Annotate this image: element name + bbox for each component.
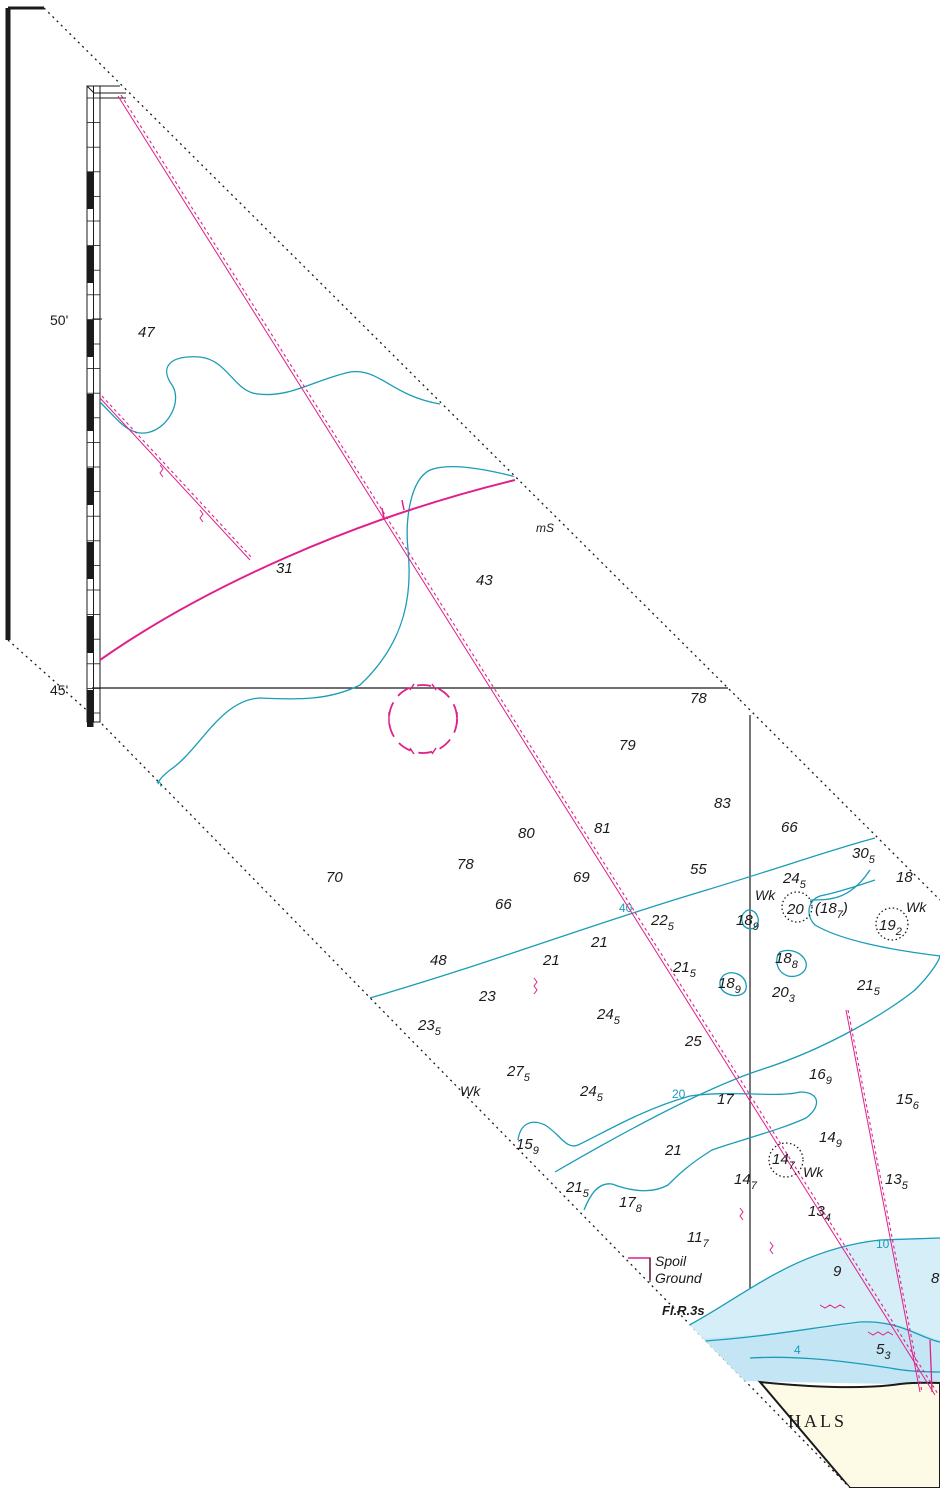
sounding-s8: 8	[931, 1270, 940, 1287]
land-area	[757, 1380, 940, 1488]
sounding-s21a: 21	[590, 934, 608, 951]
seabed-nature-label: mS	[536, 521, 554, 535]
latitude-label-45: 45'	[50, 682, 68, 698]
sounding-s24c: 245	[579, 1083, 604, 1104]
sounding-s9: 9	[833, 1263, 842, 1280]
wreck-danger-circle-3	[768, 1142, 804, 1178]
sounding-s83: 83	[714, 795, 731, 812]
contour-label-10: 10	[876, 1237, 890, 1251]
scale-block	[87, 542, 94, 579]
scale-block	[87, 468, 94, 505]
sounding-s18c: (187)	[815, 900, 848, 921]
sounding-s55: 55	[690, 861, 707, 878]
sounding-s21e: 21	[664, 1142, 682, 1159]
sounding-s5: 53	[876, 1341, 891, 1362]
sounding-s23: 23	[478, 988, 496, 1005]
light-characteristic: Fl.R.3s	[662, 1303, 705, 1318]
sounding-s20b: 203	[771, 984, 796, 1005]
sounding-s17a: 17	[717, 1091, 734, 1108]
sounding-s21d: 215	[856, 977, 881, 998]
contour-label-20: 20	[672, 1087, 686, 1101]
spoil-ground-limit	[624, 1257, 651, 1287]
wreck-label: Wk	[803, 1164, 824, 1180]
sounding-s17b: 178	[619, 1194, 643, 1215]
cable-wave-2	[101, 395, 253, 559]
arc-tick-1	[381, 499, 405, 519]
spoil-ground-label-line2: Ground	[655, 1270, 703, 1286]
place-name: HALS	[788, 1411, 847, 1431]
contour-label-4: 4	[794, 1343, 801, 1357]
sounding-s78b: 78	[457, 856, 474, 873]
cable-wave-1	[120, 94, 939, 1395]
sounding-s24a: 245	[782, 870, 807, 891]
wreck-danger-circle-1	[781, 891, 813, 923]
wreck-danger-circle-2	[875, 907, 909, 941]
sounding-s18e: 189	[718, 975, 741, 996]
sounding-s18d: 188	[775, 950, 799, 971]
scale-block	[87, 394, 94, 431]
scale-block	[87, 172, 94, 209]
circled-sounding-20: 20	[786, 901, 804, 918]
cable-wave-3	[847, 1009, 923, 1393]
wreck-label: Wk	[906, 899, 927, 915]
sounding-s21c: 215	[672, 959, 697, 980]
scale-block	[87, 246, 94, 283]
sounding-s66a: 66	[781, 819, 798, 836]
sounding-s15b: 159	[516, 1136, 539, 1157]
scale-block	[87, 616, 94, 653]
restricted-area-circle	[388, 684, 458, 754]
sounding-s13a: 135	[885, 1171, 909, 1192]
depth-contours	[99, 356, 940, 1373]
sounding-s30: 305	[852, 845, 876, 866]
restricted-area-ticks	[388, 683, 458, 755]
contour-label-0: 0	[155, 779, 162, 793]
sounding-s24b: 245	[596, 1006, 621, 1027]
sounding-s31: 31	[276, 560, 293, 577]
magenta-arc-limit	[99, 479, 516, 661]
sounding-s15a: 156	[896, 1091, 920, 1112]
latitude-label-50: 50'	[50, 312, 68, 328]
sounding-s13b: 134	[808, 1203, 831, 1224]
sounding-s23b: 235	[417, 1017, 442, 1038]
cable-fragments	[159, 464, 894, 1336]
sounding-s69: 69	[573, 869, 590, 886]
sounding-s80: 80	[518, 825, 535, 842]
cable-wave-4	[929, 1339, 933, 1393]
chart-frame	[5, 6, 940, 1488]
contour-label-40: 40	[619, 901, 633, 915]
sounding-s21f: 215	[565, 1179, 590, 1200]
sounding-s25: 25	[684, 1033, 702, 1050]
sounding-s78a: 78	[690, 690, 707, 707]
sounding-s70: 70	[326, 869, 343, 886]
sounding-s11: 117	[687, 1229, 710, 1250]
scale-block	[87, 690, 94, 727]
sounding-s14a: 149	[819, 1129, 842, 1150]
sounding-s48: 48	[430, 952, 447, 969]
sounding-s18b: 189	[736, 912, 759, 933]
sounding-s79: 79	[619, 737, 636, 754]
sounding-s22: 225	[650, 912, 675, 933]
wreck-label: Wk	[755, 887, 776, 903]
spoil-ground-label-line1: Spoil	[655, 1253, 687, 1269]
sounding-s21b: 21	[542, 952, 560, 969]
submarine-cables	[99, 95, 936, 1396]
sounding-s18a: 18	[896, 869, 913, 886]
sounding-s81: 81	[594, 820, 611, 837]
sounding-s47: 47	[138, 324, 155, 341]
scale-block	[87, 320, 94, 357]
sounding-s14b: 147	[734, 1171, 758, 1192]
circled-sounding-19: 192	[879, 917, 902, 938]
sounding-s27: 275	[506, 1063, 531, 1084]
latitude-scale-ticks	[87, 97, 100, 727]
sounding-s43: 43	[476, 572, 493, 589]
sounding-s66b: 66	[495, 896, 512, 913]
circled-sounding-14: 147	[772, 1151, 796, 1172]
sounding-s16: 169	[809, 1066, 832, 1087]
wreck-label: Wk	[460, 1083, 481, 1099]
